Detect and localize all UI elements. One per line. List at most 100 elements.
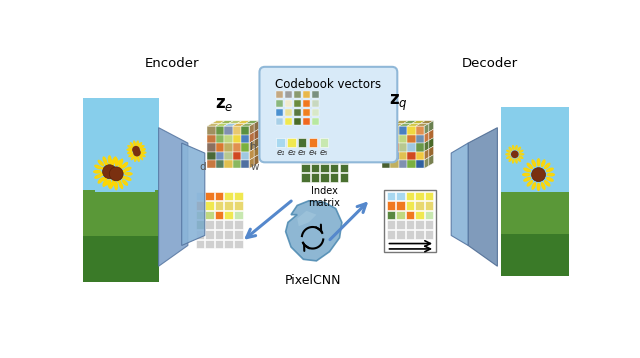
Ellipse shape [109,159,114,166]
Bar [415,211,424,219]
Bar [241,135,250,143]
Bar [310,154,319,163]
Bar [406,230,414,238]
Ellipse shape [527,163,533,169]
Ellipse shape [124,176,132,181]
Bar [216,135,224,143]
Ellipse shape [541,182,546,190]
Bar [225,192,233,200]
Polygon shape [424,140,429,151]
Bar [425,192,433,200]
Polygon shape [228,121,242,124]
Bar [416,143,424,151]
Bar [234,221,243,229]
Bar [215,201,223,210]
Bar [390,151,399,160]
Bar [320,164,329,172]
Bar [294,100,301,107]
Bar [320,135,329,144]
Bar [216,160,224,169]
Bar [205,221,214,229]
Bar [215,192,223,200]
Bar [205,211,214,219]
Bar [215,240,223,248]
Bar [416,126,424,135]
Bar [83,199,159,282]
Ellipse shape [128,154,133,157]
Ellipse shape [544,163,550,169]
Bar [276,92,284,98]
Text: $\mathbf{z}_q$: $\mathbf{z}_q$ [390,93,408,113]
Bar [406,221,414,229]
Bar [415,221,424,229]
Text: Encoder: Encoder [145,57,200,70]
Ellipse shape [133,154,136,159]
Bar [301,174,310,182]
Ellipse shape [141,154,146,157]
Ellipse shape [512,145,515,150]
Polygon shape [250,124,254,135]
Bar [320,125,329,134]
Polygon shape [250,157,254,169]
Bar [207,135,216,143]
Ellipse shape [546,168,554,172]
Polygon shape [424,124,429,135]
Bar [234,192,243,200]
Bar [301,164,310,172]
Ellipse shape [94,165,102,169]
Text: Decoder: Decoder [461,57,518,70]
Bar [196,201,204,210]
Ellipse shape [509,158,513,162]
Bar [234,201,243,210]
Bar [303,109,310,116]
Ellipse shape [531,182,536,190]
Bar [390,135,399,143]
Bar [310,164,319,172]
Bar [425,230,433,238]
Bar [224,126,232,135]
Ellipse shape [115,182,118,190]
Bar [301,145,310,153]
Ellipse shape [136,154,139,159]
Polygon shape [424,132,429,143]
Polygon shape [224,124,237,126]
Circle shape [532,168,545,182]
Bar [330,154,339,163]
Ellipse shape [128,148,133,151]
Bar [83,190,159,236]
Ellipse shape [517,158,521,162]
Bar [205,192,214,200]
Bar [215,230,223,238]
Ellipse shape [118,170,126,174]
Bar [407,151,416,160]
Bar [416,160,424,169]
Bar [407,160,416,169]
Ellipse shape [117,174,125,179]
Ellipse shape [97,160,104,166]
Bar [216,151,224,160]
Bar [276,118,284,125]
Bar [225,201,233,210]
Ellipse shape [509,147,513,151]
Bar [276,139,285,147]
Ellipse shape [127,151,132,154]
Bar [340,164,348,172]
Bar [399,151,407,160]
Bar [396,192,404,200]
Ellipse shape [97,177,104,184]
Ellipse shape [136,140,139,146]
Polygon shape [220,121,234,124]
Bar [425,211,433,219]
Bar [216,126,224,135]
Ellipse shape [108,155,111,164]
Text: w: w [250,162,259,172]
Polygon shape [429,137,433,149]
Bar [406,211,414,219]
Polygon shape [399,124,412,126]
Polygon shape [403,121,417,124]
Ellipse shape [140,156,143,160]
Bar [285,118,292,125]
Ellipse shape [118,159,124,166]
Bar [234,240,243,248]
Polygon shape [212,121,225,124]
